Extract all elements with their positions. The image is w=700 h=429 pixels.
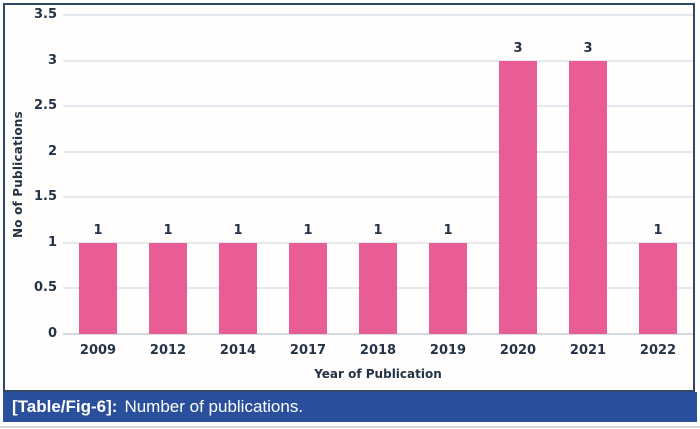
bar-data-label: 3 (513, 40, 523, 56)
bar-column: 3 (553, 15, 623, 334)
y-tick-label: 0.5 (33, 280, 57, 296)
bar (219, 242, 257, 334)
gridline (63, 150, 693, 153)
bar-column: 1 (623, 15, 693, 334)
y-tick-label: 2.5 (33, 98, 57, 114)
bar-column: 3 (483, 15, 553, 334)
bar-data-label: 1 (163, 222, 173, 238)
y-tick-label: 2 (47, 143, 57, 159)
y-tick-label: 1 (47, 234, 57, 250)
caption-label: [Table/Fig-6]: (12, 397, 118, 416)
bar (639, 242, 677, 334)
bar (359, 242, 397, 334)
bottom-edge (0, 426, 700, 428)
bar-data-label: 1 (303, 222, 313, 238)
plot-area: 1 1 1 1 1 1 3 3 1 (63, 14, 693, 335)
bar (289, 242, 327, 334)
x-tick-label: 2020 (499, 343, 537, 358)
bar (429, 242, 467, 334)
gridline (63, 105, 693, 108)
bar-column: 1 (413, 15, 483, 334)
x-axis-ticks: 2009 2012 2014 2017 2018 2019 2020 2021 2022 (63, 343, 693, 358)
y-tick-label: 0 (47, 326, 57, 341)
x-tick-label: 2009 (79, 343, 117, 358)
x-tick-label: 2022 (639, 343, 677, 358)
bar-data-label: 1 (93, 222, 103, 238)
bar-column: 1 (63, 15, 133, 334)
y-axis-ticks: 0 0.5 1 1.5 2 2.5 3 3.5 (25, 7, 57, 341)
bar-data-label: 1 (373, 222, 383, 238)
gridline (63, 59, 693, 62)
figure-caption: [Table/Fig-6]: Number of publications. (3, 392, 697, 422)
y-tick-label: 3 (47, 52, 57, 68)
bar (569, 60, 607, 334)
x-axis-title: Year of Publication (314, 367, 442, 381)
bar (79, 242, 117, 334)
bar-data-label: 1 (233, 222, 243, 238)
bar-column: 1 (273, 15, 343, 334)
gridline (63, 14, 693, 16)
y-tick-label: 3.5 (33, 7, 57, 22)
x-tick-label: 2018 (359, 343, 397, 358)
bar (499, 60, 537, 334)
x-tick-label: 2012 (149, 343, 187, 358)
x-tick-label: 2014 (219, 343, 257, 358)
bars-layer: 1 1 1 1 1 1 3 3 1 (63, 15, 693, 334)
bar-column: 1 (343, 15, 413, 334)
gridline (63, 196, 693, 199)
bar-data-label: 1 (443, 222, 453, 238)
y-tick-label: 1.5 (33, 189, 57, 205)
x-tick-label: 2021 (569, 343, 607, 358)
x-tick-label: 2017 (289, 343, 327, 358)
bar-data-label: 3 (583, 40, 593, 56)
bar (149, 242, 187, 334)
caption-text: Number of publications. (124, 397, 304, 416)
x-tick-label: 2019 (429, 343, 467, 358)
bar-column: 1 (133, 15, 203, 334)
bar-data-label: 1 (653, 222, 663, 238)
bar-column: 1 (203, 15, 273, 334)
x-axis-baseline (63, 333, 693, 335)
